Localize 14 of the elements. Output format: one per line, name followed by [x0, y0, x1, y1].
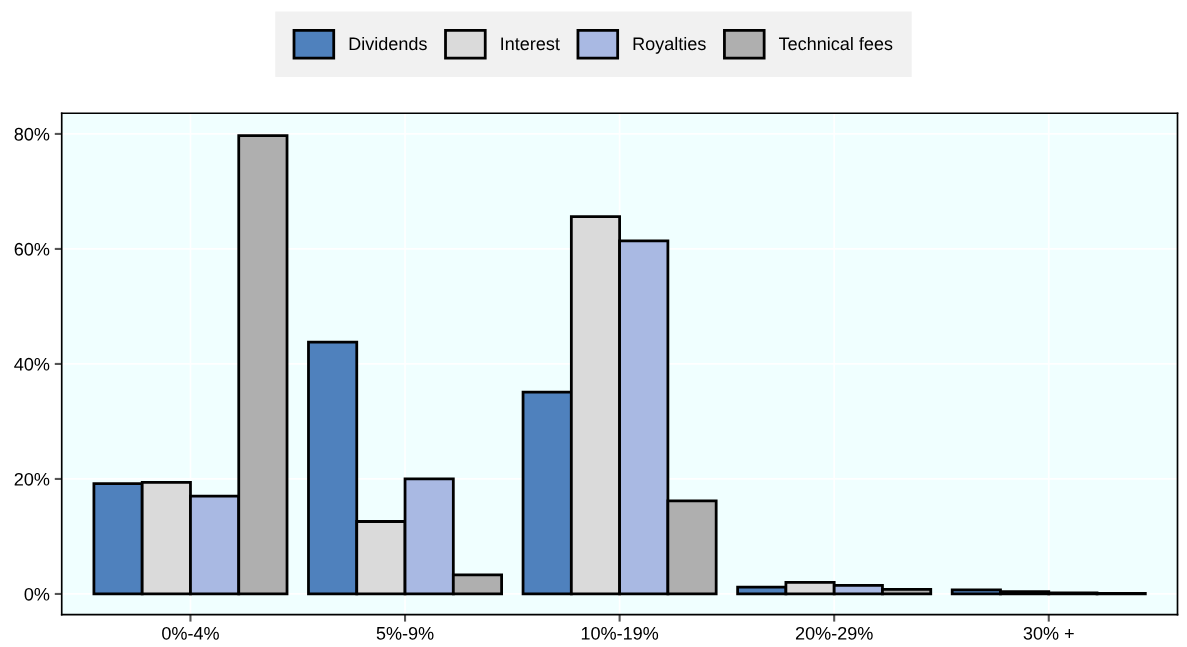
y-tick-label: 0% [24, 587, 50, 601]
x-tick-label: 30% + [1023, 626, 1074, 640]
legend-label: Royalties [633, 36, 706, 54]
y-tick-label: 60% [14, 242, 50, 256]
y-tick-label: 20% [14, 472, 50, 486]
x-tick-label: 0%-4% [162, 626, 219, 640]
y-tick-label: 40% [14, 357, 50, 371]
y-tick-label: 80% [14, 127, 50, 141]
legend-label: Technical fees [779, 36, 893, 51]
x-tick-label: 10%-19% [581, 626, 659, 640]
legend-label: Dividends [349, 36, 427, 51]
legend-label: Interest [501, 37, 560, 51]
x-tick-label: 5%-9% [376, 626, 434, 640]
x-tick-label: 20%-29% [795, 626, 873, 640]
